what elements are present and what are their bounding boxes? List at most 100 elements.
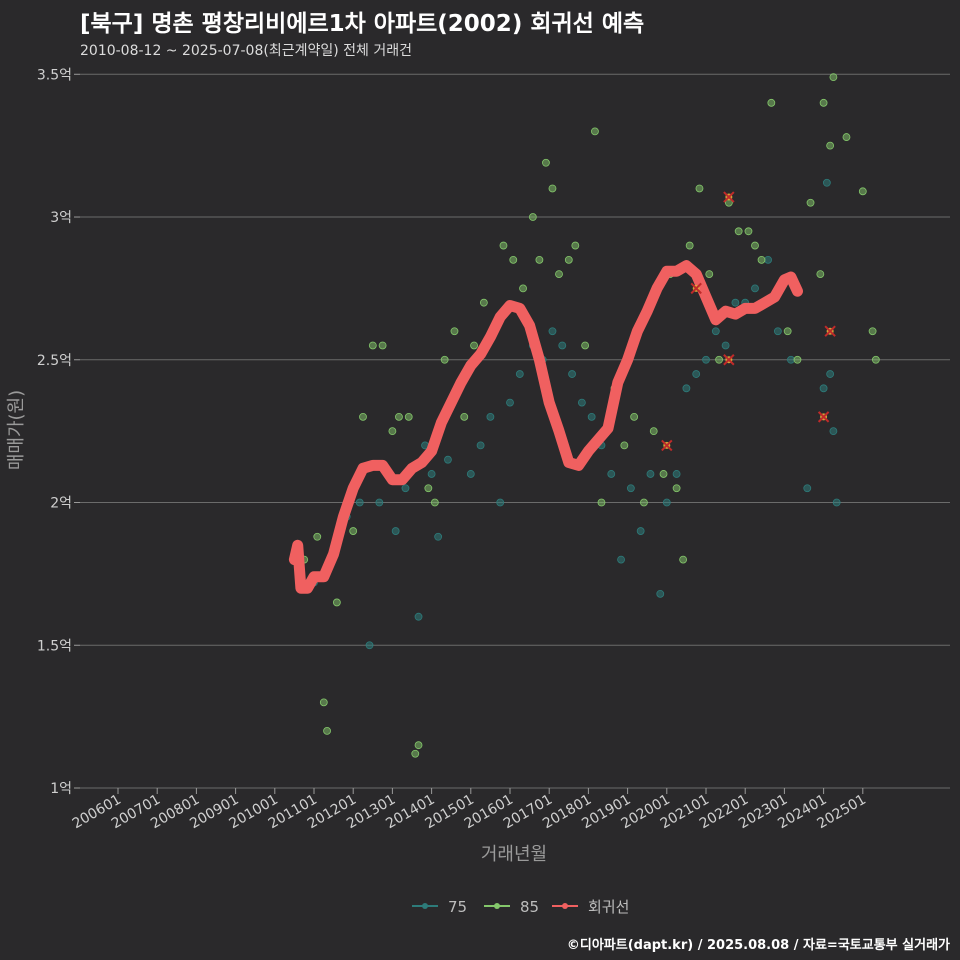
- scatter-point-75: [496, 498, 505, 507]
- scatter-point-75: [656, 589, 665, 598]
- scatter-point-85: [395, 412, 403, 421]
- scatter-point-85: [751, 241, 759, 250]
- scatter-point-85: [868, 327, 877, 336]
- chart-subtitle: 2010-08-12 ~ 2025-07-08(최근계약일) 전체 거래건: [80, 43, 412, 59]
- scatter-point-85: [368, 341, 377, 350]
- highlighted-point: [817, 411, 830, 423]
- highlighted-point: [690, 282, 702, 295]
- scatter-point-85: [460, 412, 469, 421]
- y-tick-label: 2.5억: [37, 353, 72, 369]
- scatter-point-85: [555, 270, 563, 279]
- highlighted-point: [723, 191, 735, 203]
- scatter-point-75: [826, 370, 835, 378]
- scatter-point-85: [620, 441, 629, 450]
- scatter-point-85: [695, 184, 704, 193]
- scatter-point-85: [509, 255, 518, 264]
- legend-label: 회귀선: [588, 898, 629, 916]
- scatter-point-75: [626, 484, 635, 493]
- scatter-point-85: [414, 741, 423, 750]
- scatter-point-85: [649, 427, 658, 436]
- scatter-point-75: [577, 398, 586, 407]
- scatter-point-85: [313, 532, 322, 541]
- scatter-point-75: [773, 327, 782, 336]
- scatter-point-85: [571, 241, 580, 250]
- scatter-point-75: [829, 427, 838, 436]
- y-axis-title: 매매가(원): [6, 390, 27, 470]
- scatter-point-75: [764, 255, 772, 264]
- scatter-point-75: [548, 327, 557, 336]
- scatter-point-75: [662, 498, 671, 507]
- scatter-point-75: [355, 498, 364, 507]
- highlighted-points: [661, 191, 836, 452]
- regression-line: [288, 260, 803, 594]
- scatter-point-85: [672, 484, 681, 493]
- scatter-point-75: [607, 470, 616, 478]
- scatter-point-75: [787, 355, 795, 364]
- scatter-point-75: [391, 527, 400, 535]
- scatter-point-85: [767, 98, 776, 107]
- scatter-point-85: [450, 327, 459, 336]
- scatter-point-85: [440, 355, 449, 364]
- scatter-point-75: [819, 384, 828, 393]
- scatter-point-85: [581, 341, 590, 350]
- y-tick-label: 1억: [50, 781, 72, 797]
- scatter-point-75: [672, 470, 681, 478]
- scatter-point-85: [548, 184, 557, 193]
- scatter-point-75: [587, 412, 596, 421]
- scatter-point-85: [359, 412, 367, 421]
- scatter-point-85: [499, 241, 508, 250]
- scatter-point-85: [679, 555, 688, 564]
- scatter-point-75: [434, 532, 443, 541]
- scatter-point-85: [806, 198, 815, 207]
- scatter-point-85: [332, 598, 341, 607]
- scatter-point-85: [816, 270, 825, 279]
- scatter-point-85: [424, 484, 433, 493]
- scatter-point-75: [803, 484, 812, 493]
- scatter-point-85: [430, 498, 439, 507]
- x-axis-ticks: 2006012007012008012009012010012011012012…: [70, 788, 869, 832]
- y-axis-ticks: 1억 1.5억 2억 2.5억 3억 3.5억: [37, 67, 80, 797]
- legend-label: 75: [448, 898, 467, 916]
- scatter-point-85: [388, 427, 397, 436]
- scatter-point-85: [842, 133, 851, 141]
- scatter-point-85: [404, 412, 413, 421]
- scatter-point-85: [685, 241, 694, 250]
- scatter-point-75: [486, 412, 495, 421]
- scatter-point-75: [375, 498, 384, 507]
- scatter-point-75: [721, 341, 730, 350]
- legend-item: 85: [484, 898, 539, 916]
- scatter-point-75: [414, 612, 423, 621]
- scatter-point-85: [858, 187, 867, 196]
- scatter-point-75: [444, 455, 452, 464]
- scatter-point-75: [515, 370, 524, 378]
- scatter-point-85: [519, 284, 527, 293]
- scatter-point-85: [597, 498, 606, 507]
- scatter-point-75: [365, 641, 374, 650]
- scatter-point-85: [640, 498, 648, 507]
- scatter-point-85: [783, 327, 792, 336]
- highlighted-point: [723, 354, 735, 366]
- series-75-points: [310, 178, 841, 650]
- y-tick-label: 2억: [50, 496, 72, 512]
- highlighted-point: [661, 439, 673, 452]
- chart-caption: ©디아파트(dapt.kr) / 2025.08.08 / 자료=국토교통부 실…: [566, 938, 950, 953]
- scatter-point-75: [636, 527, 645, 535]
- highlighted-point: [824, 325, 836, 337]
- scatter-point-85: [411, 749, 420, 758]
- scatter-point-85: [349, 527, 358, 535]
- scatter-point-85: [479, 298, 488, 307]
- scatter-point-75: [832, 498, 841, 507]
- scatter-point-85: [744, 227, 753, 236]
- x-axis-title: 거래년월: [481, 844, 547, 865]
- scatter-point-85: [378, 341, 387, 350]
- scatter-point-85: [705, 270, 714, 279]
- scatter-point-75: [427, 470, 436, 478]
- scatter-point-75: [401, 484, 410, 493]
- scatter-point-85: [542, 158, 550, 167]
- scatter-point-85: [826, 141, 835, 150]
- scatter-point-75: [731, 298, 740, 307]
- scatter-point-85: [793, 355, 802, 364]
- scatter-point-85: [528, 213, 537, 221]
- scatter-point-75: [558, 341, 567, 350]
